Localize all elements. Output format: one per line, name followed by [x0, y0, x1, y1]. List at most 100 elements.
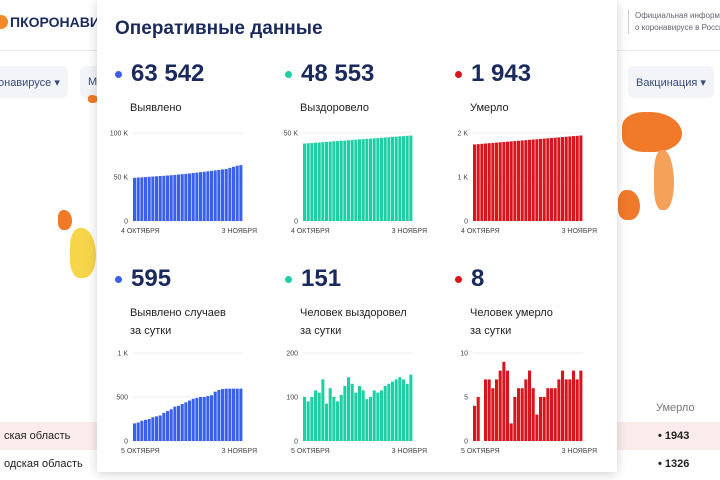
bar — [365, 399, 369, 441]
bar — [369, 138, 373, 221]
nav-about-virus[interactable]: онавирусе ▾ — [0, 66, 68, 98]
bar — [151, 417, 155, 441]
bar — [513, 141, 517, 221]
bar — [136, 177, 140, 221]
background-page-right: Официальная информа о коронавирусе в Росс… — [614, 0, 720, 480]
bar — [310, 397, 314, 441]
bar — [394, 379, 398, 441]
bar — [228, 388, 232, 441]
bar — [151, 176, 155, 221]
bar — [133, 177, 137, 221]
bar — [531, 139, 535, 221]
bar — [235, 165, 239, 221]
x-tick-label: 3 НОЯБРЯ — [562, 448, 597, 455]
status-dot-icon — [455, 70, 462, 78]
bar — [206, 171, 210, 221]
bar — [321, 379, 325, 441]
table-row[interactable]: • 1943 — [614, 422, 720, 450]
stat-recovered: 48 553 Выздоровело — [282, 60, 452, 117]
bar — [502, 361, 506, 441]
stat-value: 48 553 — [301, 60, 375, 87]
y-tick-label: 0 — [464, 439, 468, 446]
bar — [361, 139, 365, 221]
y-tick-label: 100 — [286, 395, 298, 402]
popup-title: Оперативные данные — [115, 18, 323, 39]
bar — [158, 176, 162, 221]
bar — [332, 397, 336, 441]
bar — [235, 388, 239, 441]
bar — [303, 397, 307, 441]
bar — [221, 169, 225, 221]
bar — [147, 176, 151, 221]
stat-deaths: 1 943 Умерло — [452, 60, 622, 117]
bar — [528, 370, 532, 441]
bar — [155, 416, 159, 441]
bar — [195, 172, 199, 221]
stat-value-row: 595 — [112, 265, 282, 293]
stat-value: 595 — [131, 265, 172, 292]
bar — [162, 175, 166, 221]
bar — [347, 140, 351, 221]
bar — [553, 137, 557, 221]
bar — [173, 174, 177, 221]
table-row[interactable]: • 1326 — [614, 450, 720, 478]
bar — [506, 141, 510, 221]
table-row[interactable]: ская область — [0, 422, 100, 450]
bar — [147, 419, 151, 441]
bar — [409, 135, 413, 221]
bar — [224, 388, 228, 441]
bar — [484, 143, 488, 221]
bar — [550, 137, 554, 221]
site-logo[interactable]: ПКОРОНАВИ — [0, 14, 100, 30]
map-region — [622, 112, 682, 152]
x-tick-label: 5 ОКТЯБРЯ — [121, 448, 160, 455]
bar — [372, 390, 376, 441]
bar — [133, 423, 137, 441]
stat-value-row: 151 — [282, 265, 452, 293]
bar — [180, 174, 184, 221]
bar — [325, 141, 329, 221]
map-region — [654, 150, 674, 210]
stat-value-row: 1 943 — [452, 60, 622, 88]
bar — [306, 401, 310, 441]
stat-value-row: 48 553 — [282, 60, 452, 88]
bar — [210, 395, 214, 441]
bar — [539, 138, 543, 221]
bar — [539, 397, 543, 441]
stat-daily-deaths: 8 Человек умерло за сутки — [452, 265, 622, 340]
bar — [328, 388, 332, 441]
chart-daily-cases: 0 500 1 K 5 ОКТЯБРЯ 3 НОЯБРЯ — [116, 351, 257, 456]
background-page-left: ПКОРОНАВИ онавирусе ▾ М ская область одс… — [0, 0, 106, 480]
bar — [173, 406, 177, 441]
bar — [564, 136, 568, 221]
table-row[interactable]: одская область — [0, 450, 100, 478]
bar — [343, 140, 347, 221]
status-dot-icon — [285, 70, 292, 78]
stat-value: 151 — [301, 265, 342, 292]
bar — [561, 137, 565, 221]
bar — [380, 390, 384, 441]
bar — [495, 142, 499, 221]
stat-label: Выявлено — [130, 99, 282, 117]
bar — [557, 379, 561, 441]
status-dot-icon — [115, 275, 122, 283]
nav-vaccination[interactable]: Вакцинация ▾ — [628, 66, 714, 98]
bar — [391, 136, 395, 221]
x-tick-label: 5 ОКТЯБРЯ — [461, 448, 500, 455]
bar — [561, 370, 565, 441]
bar — [542, 138, 546, 221]
bar — [184, 402, 188, 441]
bar — [506, 370, 510, 441]
bar — [398, 377, 402, 441]
x-tick-label: 3 НОЯБРЯ — [392, 228, 427, 235]
stat-label-line: за сутки — [130, 325, 172, 337]
bar — [306, 143, 310, 221]
y-tick-label: 0 — [124, 219, 128, 226]
bar — [232, 388, 236, 441]
bar — [402, 379, 406, 441]
y-tick-label: 1 K — [457, 175, 468, 182]
bar — [361, 390, 365, 441]
chart-deaths: 0 1 K 2 K 4 ОКТЯБРЯ 3 НОЯБРЯ — [457, 131, 597, 236]
bar — [557, 137, 561, 221]
bar — [498, 142, 502, 221]
